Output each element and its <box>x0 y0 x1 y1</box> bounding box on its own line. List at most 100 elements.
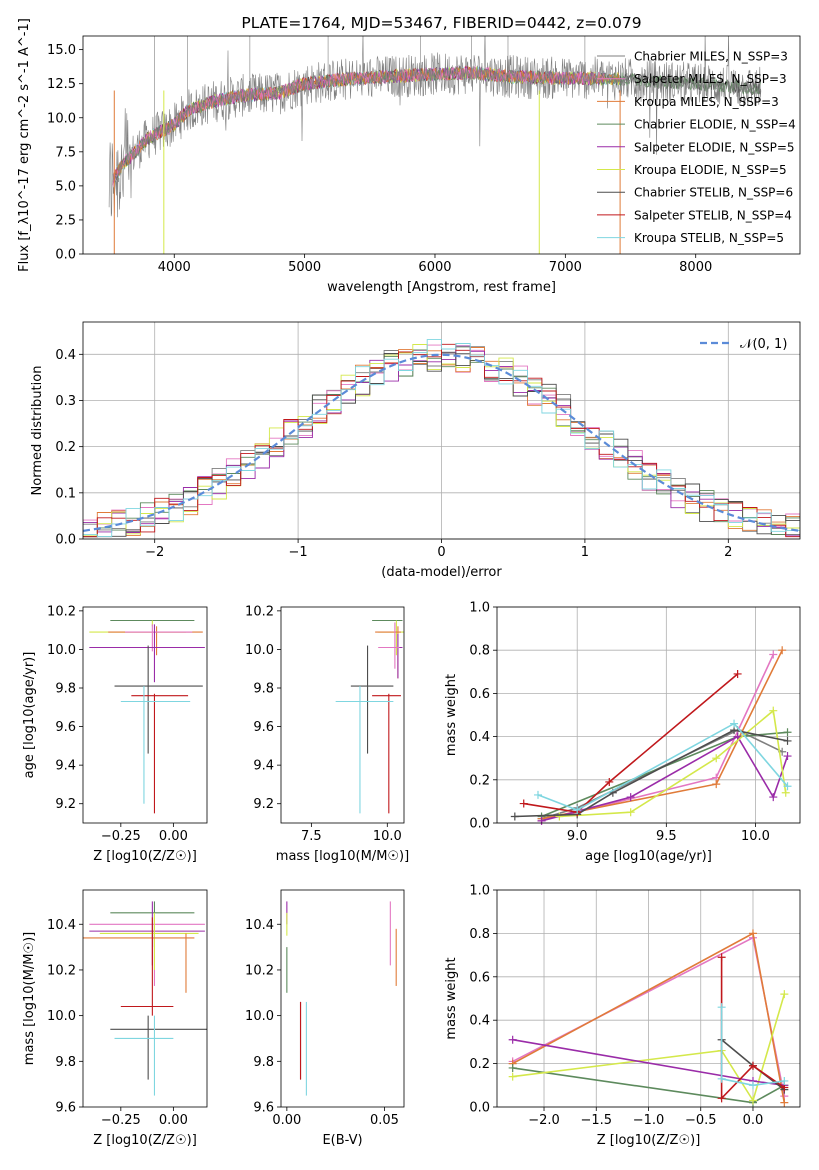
y-tick-label: 9.6 <box>253 1101 274 1116</box>
y-tick-label: 9.6 <box>253 720 274 735</box>
y-tick-label: 10.0 <box>245 643 274 658</box>
data-point-marker <box>605 777 614 786</box>
y-tick-label: 0.4 <box>469 730 490 745</box>
model-fit-line <box>112 66 761 182</box>
y-axis-label: mass [log10(M/M☉)] <box>22 932 37 1065</box>
plot-frame <box>280 889 405 1108</box>
x-tick-label: 6000 <box>418 260 451 275</box>
y-tick-label: 9.8 <box>253 1055 274 1070</box>
x-tick-label: 0 <box>437 545 445 560</box>
mass-weight-series <box>512 993 786 1103</box>
data-point-marker <box>778 646 787 655</box>
y-tick-label: 0.4 <box>469 1014 490 1029</box>
y-tick-label: 0.0 <box>55 248 76 263</box>
age-vs-metallicity-panel: −0.25 0.00 9.2 9.4 9.6 9.8 10.0 10.2 Z [log10(Z/… <box>22 604 208 864</box>
x-axis-label: Z [log10(Z/Z☉)] <box>93 849 197 864</box>
y-tick-label: 10.2 <box>47 604 76 619</box>
y-tick-label: 10.0 <box>47 643 76 658</box>
y-tick-label: 0.2 <box>55 440 76 455</box>
mass-weight-series <box>541 731 788 818</box>
mass-weight-series <box>720 1007 785 1087</box>
data-point-marker <box>783 752 792 761</box>
legend-label: Chabrier ELODIE, N_SSP=4 <box>634 118 796 132</box>
data-point-marker <box>748 1081 757 1090</box>
y-tick-label: 10.0 <box>245 1009 274 1024</box>
x-tick-label: 0.00 <box>272 1113 301 1128</box>
plot-frame <box>280 606 405 824</box>
legend-label: Salpeter STELIB, N_SSP=4 <box>634 208 792 222</box>
y-axis-label: age [log10(age/yr)] <box>22 652 37 779</box>
data-point-marker <box>769 650 778 659</box>
x-tick-label: 2 <box>724 545 732 560</box>
legend-label: Salpeter ELODIE, N_SSP=5 <box>634 140 795 154</box>
data-point-marker <box>780 1098 789 1107</box>
plot-frame <box>496 889 801 1108</box>
residual-histogram-panel: −2 −1 0 1 2 0.0 0.1 0.2 0.3 0.4 𝒩(0, 1) (data-model… <box>30 321 801 580</box>
x-tick-label: 7.5 <box>301 829 322 844</box>
data-point-marker <box>508 1072 517 1081</box>
y-tick-label: 10.0 <box>47 1009 76 1024</box>
x-tick-label: 9.0 <box>567 829 588 844</box>
y-tick-label: 10.2 <box>245 604 274 619</box>
data-point-marker <box>537 816 546 825</box>
data-point-marker <box>748 1096 757 1105</box>
x-tick-label: 10.0 <box>741 829 770 844</box>
y-tick-label: 9.8 <box>55 1055 76 1070</box>
y-tick-label: 10.4 <box>245 918 274 933</box>
y-tick-label: 10.4 <box>47 918 76 933</box>
mass-weight-series <box>537 722 789 811</box>
data-point-marker <box>533 790 542 799</box>
x-axis-label: E(B-V) <box>322 1133 362 1148</box>
y-tick-label: 0.8 <box>469 927 490 942</box>
x-tick-label: 4000 <box>158 260 191 275</box>
data-point-marker <box>717 953 726 962</box>
y-tick-label: 10.0 <box>47 111 76 126</box>
mass-vs-metallicity-panel: −0.25 0.00 9.6 9.8 10.0 10.2 10.4 Z [log10(Z/Z☉… <box>22 889 208 1148</box>
y-tick-label: 9.2 <box>55 797 76 812</box>
x-tick-label: −2 <box>145 545 164 560</box>
data-point-marker <box>733 669 742 678</box>
legend-label: 𝒩(0, 1) <box>740 337 787 352</box>
histogram-step <box>83 339 800 538</box>
y-tick-label: 9.2 <box>253 797 274 812</box>
legend-label: Chabrier MILES, N_SSP=3 <box>634 50 788 64</box>
mass-weight-vs-age-panel: 9.0 9.5 10.0 0.0 0.2 0.4 0.6 0.8 1.0 age [log10(a… <box>444 601 801 864</box>
y-tick-label: 9.6 <box>55 1101 76 1116</box>
y-tick-label: 10.2 <box>47 963 76 978</box>
data-point-marker <box>781 788 790 797</box>
y-tick-label: 0.0 <box>55 533 76 548</box>
x-tick-label: 1 <box>581 545 589 560</box>
x-tick-label: 8000 <box>679 260 712 275</box>
data-point-marker <box>780 1076 789 1085</box>
plot-frame <box>82 321 801 540</box>
legend-label: Salpeter MILES, N_SSP=3 <box>634 72 787 86</box>
mass-weight-series <box>523 673 739 814</box>
y-axis-label: mass weight <box>444 674 459 756</box>
x-axis-label: wavelength [Angstrom, rest frame] <box>327 280 556 295</box>
x-tick-label: 10.0 <box>373 829 402 844</box>
plot-frame <box>496 606 801 824</box>
data-point-marker <box>573 806 582 815</box>
x-tick-label: −1.0 <box>633 1113 665 1128</box>
y-tick-label: 5.0 <box>55 179 76 194</box>
plot-frame <box>82 35 801 255</box>
x-axis-label: Z [log10(Z/Z☉)] <box>597 1133 701 1148</box>
data-point-marker <box>769 793 778 802</box>
normal-curve <box>82 353 801 532</box>
x-tick-label: −1 <box>289 545 308 560</box>
mass-weight-vs-metallicity-panel: −2.0 −1.5 −1.0 −0.5 0.0 0.0 0.2 0.4 0.6 0.8 1.0 Z [… <box>444 884 801 1148</box>
data-point-marker <box>508 1063 517 1072</box>
legend-label: Kroupa ELODIE, N_SSP=5 <box>634 163 787 177</box>
data-point-marker <box>712 780 721 789</box>
y-tick-label: 0.3 <box>55 394 76 409</box>
y-tick-label: 0.4 <box>55 348 76 363</box>
y-axis-label: Flux [f_λ10^-17 erg cm^-2 s^-1 A^-1] <box>17 18 32 272</box>
data-point-marker <box>748 1061 757 1070</box>
data-point-marker <box>555 812 564 821</box>
data-point-marker <box>783 782 792 791</box>
x-tick-label: −0.5 <box>685 1113 717 1128</box>
data-point-marker <box>508 1035 517 1044</box>
y-tick-label: 9.6 <box>55 720 76 735</box>
legend-label: Chabrier STELIB, N_SSP=6 <box>634 186 793 200</box>
